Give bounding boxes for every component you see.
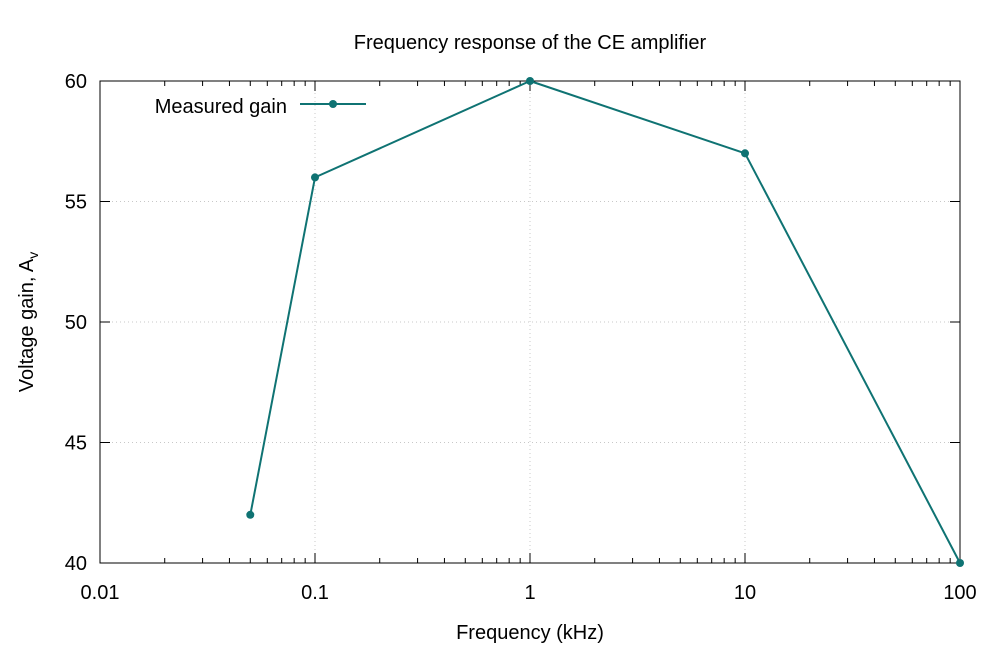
legend: Measured gain bbox=[155, 96, 366, 118]
x-tick-label: 0.01 bbox=[81, 582, 120, 604]
y-tick-label: 50 bbox=[65, 312, 87, 334]
y-axis-label-main: Voltage gain, A bbox=[16, 258, 38, 392]
data-point bbox=[246, 510, 255, 519]
y-axis-label-subscript: v bbox=[25, 252, 41, 259]
y-tick-label: 55 bbox=[65, 192, 87, 214]
data-series bbox=[246, 77, 964, 567]
chart-title: Frequency response of the CE amplifier bbox=[354, 32, 707, 54]
x-axis-label: Frequency (kHz) bbox=[456, 622, 604, 644]
y-tick-label: 45 bbox=[65, 433, 87, 455]
legend-label: Measured gain bbox=[155, 96, 287, 118]
grid-lines bbox=[100, 81, 960, 563]
y-axis-label: Voltage gain, Av bbox=[16, 252, 41, 392]
data-point bbox=[956, 559, 964, 567]
data-point bbox=[311, 173, 319, 182]
axis-ticks bbox=[99, 80, 961, 564]
x-tick-label: 0.1 bbox=[301, 582, 329, 604]
legend-marker bbox=[329, 100, 337, 108]
y-tick-label: 60 bbox=[65, 71, 87, 93]
x-tick-label: 100 bbox=[943, 582, 976, 604]
data-point bbox=[741, 149, 749, 158]
tick-labels: 40 45 50 55 60 0.01 0.1 1 10 100 bbox=[65, 71, 977, 604]
x-tick-label: 10 bbox=[734, 582, 756, 604]
y-tick-label: 40 bbox=[65, 553, 87, 575]
data-point bbox=[526, 77, 534, 85]
x-tick-label: 1 bbox=[524, 582, 535, 604]
